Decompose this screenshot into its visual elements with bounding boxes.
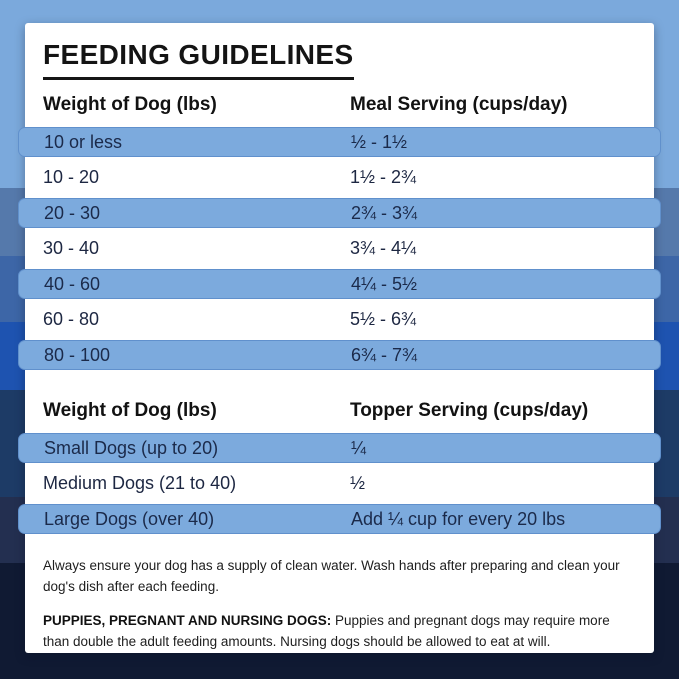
weight-cell: Small Dogs (up to 20) — [44, 437, 219, 458]
water-note: Always ensure your dog has a supply of c… — [43, 558, 620, 594]
serving-cell: 3¾ - 4¼ — [350, 238, 417, 258]
topper-table-header-row: Weight of Dog (lbs) Topper Serving (cups… — [25, 400, 654, 422]
table-row: Medium Dogs (21 to 40) ½ — [25, 469, 654, 499]
table-row: 10 or less ½ - 1½ — [18, 127, 661, 157]
topper-table-serving-header: Topper Serving (cups/day) — [350, 400, 589, 421]
weight-cell: Medium Dogs (21 to 40) — [43, 473, 237, 493]
page-title: FEEDING GUIDELINES — [43, 40, 354, 80]
serving-cell: 4¼ - 5½ — [351, 273, 418, 294]
weight-cell: 10 or less — [44, 131, 123, 152]
puppies-note-text: Puppies and pregnant dogs may require mo… — [43, 612, 610, 649]
meal-table: 10 or less ½ - 1½ 10 - 20 1½ - 2¾ 20 - 3… — [18, 127, 661, 370]
weight-cell: 20 - 30 — [44, 202, 101, 223]
serving-cell: ½ - 1½ — [351, 131, 408, 152]
weight-cell: 60 - 80 — [43, 309, 100, 329]
table-row: Large Dogs (over 40) Add ¼ cup for every… — [18, 504, 661, 534]
weight-cell: 80 - 100 — [44, 344, 111, 365]
table-row: 10 - 20 1½ - 2¾ — [25, 163, 654, 193]
serving-cell: 5½ - 6¾ — [350, 309, 417, 329]
meal-table-header-row: Weight of Dog (lbs) Meal Serving (cups/d… — [25, 94, 654, 116]
table-row: 20 - 30 2¾ - 3¾ — [18, 198, 661, 228]
puppies-note: PUPPIES, PREGNANT AND NURSING DOGS: Pupp… — [43, 611, 638, 653]
weight-cell: Large Dogs (over 40) — [44, 508, 215, 529]
serving-cell: 1½ - 2¾ — [350, 167, 417, 187]
feeding-guidelines-card: FEEDING GUIDELINES Weight of Dog (lbs) M… — [18, 23, 661, 653]
topper-table: Small Dogs (up to 20) ¼ Medium Dogs (21 … — [18, 433, 661, 534]
table-row: 30 - 40 3¾ - 4¼ — [25, 234, 654, 264]
serving-cell: ¼ — [351, 437, 367, 458]
footnotes: Always ensure your dog has a supply of c… — [43, 556, 638, 653]
table-row: Small Dogs (up to 20) ¼ — [18, 433, 661, 463]
serving-cell: ½ — [350, 473, 366, 493]
meal-table-weight-header: Weight of Dog (lbs) — [43, 94, 217, 115]
topper-table-weight-header: Weight of Dog (lbs) — [43, 400, 217, 421]
serving-cell: 6¾ - 7¾ — [351, 344, 418, 365]
serving-cell: 2¾ - 3¾ — [351, 202, 418, 223]
weight-cell: 30 - 40 — [43, 238, 100, 258]
table-row: 80 - 100 6¾ - 7¾ — [18, 340, 661, 370]
table-row: 60 - 80 5½ - 6¾ — [25, 305, 654, 335]
weight-cell: 10 - 20 — [43, 167, 100, 187]
serving-cell: Add ¼ cup for every 20 lbs — [351, 508, 566, 529]
weight-cell: 40 - 60 — [44, 273, 101, 294]
table-row: 40 - 60 4¼ - 5½ — [18, 269, 661, 299]
puppies-note-label: PUPPIES, PREGNANT AND NURSING DOGS: — [43, 612, 332, 628]
meal-table-serving-header: Meal Serving (cups/day) — [350, 94, 568, 115]
